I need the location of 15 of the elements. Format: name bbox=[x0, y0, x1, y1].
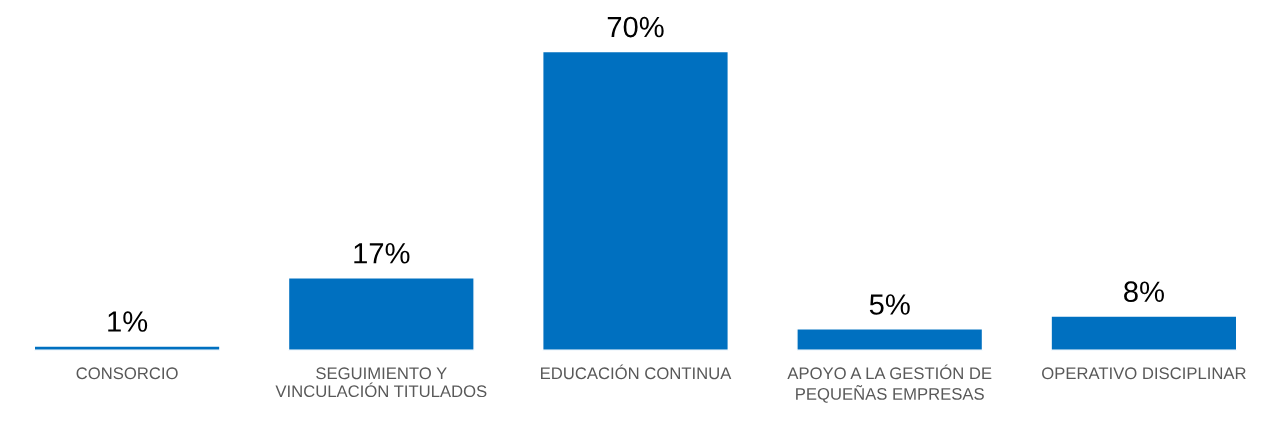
bar bbox=[1050, 315, 1238, 351]
bar bbox=[796, 328, 984, 351]
x-tick-label: EDUCACIÓN CONTINUA bbox=[541, 364, 732, 380]
x-tick-label: SEGUIMIENTO Y VINCULACIÓN TITULADOS bbox=[275, 367, 487, 398]
data-label: 17% bbox=[354, 243, 410, 264]
data-label: 1% bbox=[108, 311, 148, 332]
bar bbox=[33, 345, 221, 351]
data-label: 70% bbox=[607, 16, 664, 38]
bar bbox=[287, 277, 475, 351]
x-tick-label: OPERATIVO DISCIPLINAR bbox=[1042, 367, 1246, 380]
data-label: 8% bbox=[1124, 281, 1164, 303]
bar bbox=[542, 50, 729, 351]
x-tick-label: CONSORCIO bbox=[76, 367, 178, 380]
x-tick-label: APOYO A LA GESTIÓN DE PEQUEÑAS EMPRESAS bbox=[787, 364, 992, 403]
data-label: 5% bbox=[869, 294, 910, 315]
